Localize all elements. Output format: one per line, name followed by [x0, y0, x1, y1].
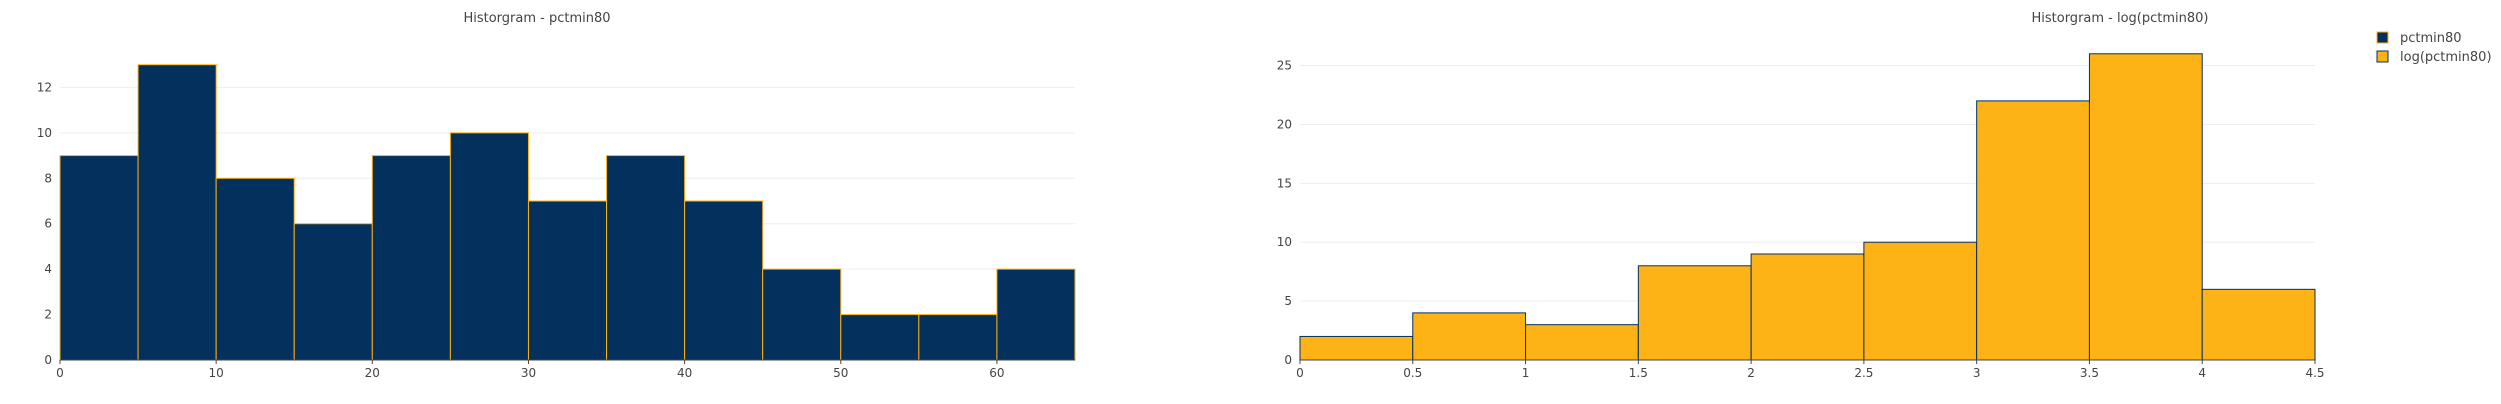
x-tick-label: 0: [1296, 366, 1304, 380]
histogram-bar: [137, 64, 217, 361]
chart-title: Historgram - log(pctmin80): [2031, 11, 2208, 26]
y-tick-label: 6: [44, 217, 52, 231]
x-tick-label: 2.5: [1854, 366, 1873, 380]
x-tick-label: 20: [365, 366, 380, 380]
histogram-bar: [996, 268, 1076, 361]
histogram-bar: [449, 132, 529, 361]
histogram-bar: [371, 155, 451, 361]
x-tick-label: 1.5: [1629, 366, 1648, 380]
y-tick-label: 8: [44, 171, 52, 185]
histogram-bar: [1525, 324, 1639, 361]
histogram-bar: [215, 177, 295, 361]
x-tick-label: 50: [833, 366, 848, 380]
histogram-bar: [2201, 288, 2316, 361]
y-tick-label: 10: [37, 126, 52, 140]
x-tick-label: 10: [209, 366, 224, 380]
y-tick-label: 2: [44, 308, 52, 322]
x-tick-label: 4: [2198, 366, 2206, 380]
x-tick-label: 3: [1973, 366, 1981, 380]
chart-panel-2: 0 5 10 15 20 25 0 0.5 1 1.5 2 2.5 3 3.5 4 4.5 Historgram…: [1277, 11, 2325, 380]
x-tick-label: 40: [677, 366, 692, 380]
y-tick-label: 15: [1277, 176, 1292, 190]
histogram-bar: [840, 314, 920, 361]
x-tick-label: 1: [1522, 366, 1530, 380]
y-tick-label: 0: [1284, 353, 1292, 367]
x-tick-label: 0.5: [1403, 366, 1422, 380]
histogram-bar: [684, 200, 764, 361]
histogram-bar: [2088, 53, 2203, 361]
legend-swatch: [2376, 31, 2389, 44]
y-tick-label: 5: [1284, 294, 1292, 308]
histogram-bar: [1637, 265, 1752, 361]
y-tick-label: 25: [1277, 59, 1292, 73]
chart-title: Historgram - pctmin80: [463, 11, 610, 26]
y-tick-label: 12: [37, 80, 52, 94]
x-tick-label: 30: [521, 366, 536, 380]
histogram-bar: [527, 200, 608, 361]
legend-swatch: [2376, 50, 2389, 63]
y-tick-label: 20: [1277, 117, 1292, 131]
histogram-bar: [293, 223, 373, 361]
x-tick-label: 4.5: [2305, 366, 2324, 380]
histogram-bar: [1750, 253, 1865, 361]
histogram-bar: [606, 155, 686, 361]
histogram-bar: [762, 268, 842, 361]
histogram-bar: [1976, 100, 2090, 361]
y-tick-label: 4: [44, 262, 52, 276]
histogram-bar: [1412, 312, 1527, 361]
x-tick-label: 60: [989, 366, 1004, 380]
chart-panel-1: 0 2 4 6 8 10 12 0 10 20 30 40 50 60 Historgram - pctmi…: [37, 11, 1076, 380]
histogram-bar: [59, 155, 139, 361]
legend-label: pctmin80: [2400, 31, 2462, 46]
legend: pctmin80 log(pctmin80): [2376, 31, 2492, 65]
legend-label: log(pctmin80): [2400, 50, 2492, 65]
x-tick-label: 3.5: [2080, 366, 2099, 380]
x-tick-label: 2: [1747, 366, 1755, 380]
x-tick-label: 0: [56, 366, 64, 380]
histogram-bar: [1299, 335, 1414, 361]
y-tick-label: 10: [1277, 235, 1292, 249]
histogram-bar: [1863, 241, 1978, 361]
y-tick-label: 0: [44, 353, 52, 367]
histogram-bar: [918, 314, 998, 361]
